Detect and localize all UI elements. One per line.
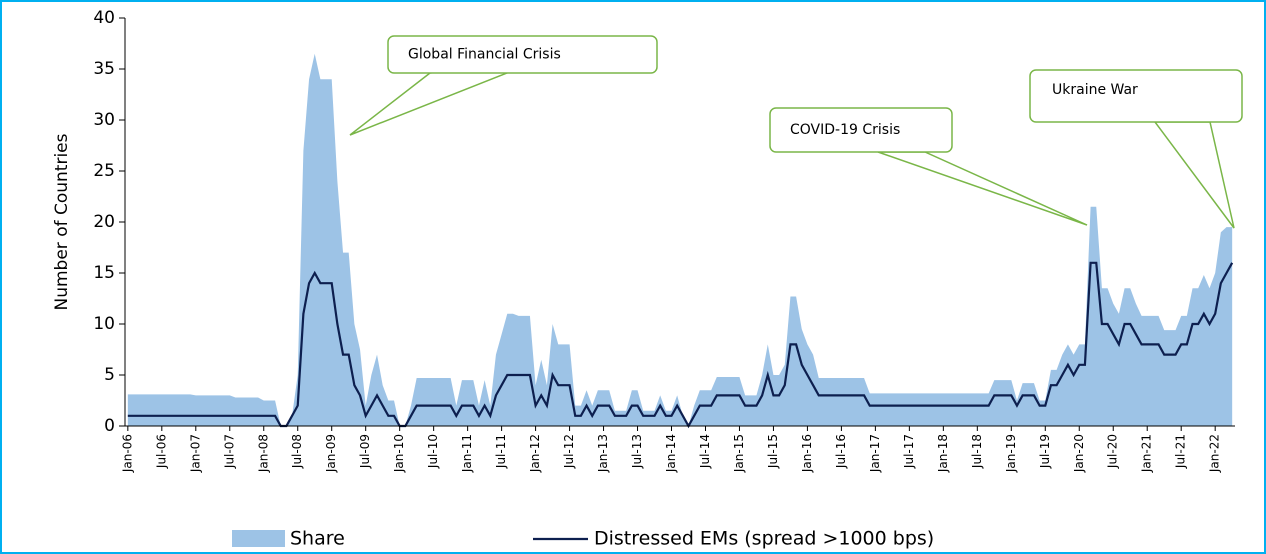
legend-swatch [232, 530, 285, 547]
x-tick-label: Jul-21 [1174, 434, 1188, 469]
x-tick-label: Jan-17 [868, 434, 882, 473]
callout-text: Global Financial Crisis [408, 47, 561, 63]
x-tick-label: Jan-18 [936, 434, 950, 473]
x-tick-label: Jul-18 [970, 434, 984, 469]
y-tick-label: 35 [93, 59, 115, 79]
x-tick-label: Jan-19 [1004, 434, 1018, 473]
x-tick-label: Jan-07 [188, 434, 202, 473]
x-tick-label: Jan-09 [324, 434, 338, 473]
x-tick-label: Jan-15 [732, 434, 746, 473]
x-tick-label: Jul-10 [426, 434, 440, 469]
x-tick-label: Jul-16 [834, 434, 848, 469]
y-tick-label: 5 [104, 365, 115, 385]
x-tick-label: Jan-22 [1208, 434, 1222, 473]
legend-label: Share [290, 528, 345, 550]
y-tick-label: 15 [93, 263, 115, 283]
distressed-line [127, 261, 1234, 429]
x-tick-label: Jul-12 [562, 434, 576, 469]
y-tick-label: 10 [93, 314, 115, 334]
callout-box [387, 35, 658, 74]
y-axis-label: Number of Countries [52, 133, 72, 310]
x-tick-label: Jan-11 [460, 434, 474, 473]
callout-box [1029, 69, 1243, 123]
x-tick-label: Jul-14 [698, 434, 712, 469]
x-tick-label: Jul-19 [1038, 434, 1052, 469]
y-tick-label: 20 [93, 212, 115, 232]
y-tick-label: 25 [93, 161, 115, 181]
x-tick-label: Jan-14 [664, 434, 678, 473]
x-tick-label: Jan-21 [1140, 434, 1154, 473]
x-tick-label: Jan-13 [596, 434, 610, 473]
x-tick-label: Jan-20 [1072, 434, 1086, 473]
y-tick-label: 40 [93, 8, 115, 28]
x-tick-label: Jul-06 [154, 434, 168, 469]
y-tick-label: 30 [93, 110, 115, 130]
x-tick-label: Jul-13 [630, 434, 644, 469]
x-tick-label: Jan-06 [120, 434, 134, 473]
x-tick-label: Jul-20 [1106, 434, 1120, 469]
x-tick-label: Jan-08 [256, 434, 270, 473]
x-tick-label: Jul-17 [902, 434, 916, 469]
share-area [127, 53, 1233, 426]
callout-box [769, 107, 953, 153]
x-tick-label: Jul-08 [290, 434, 304, 469]
x-tick-label: Jan-12 [528, 434, 542, 473]
x-tick-label: Jul-09 [358, 434, 372, 469]
x-tick-label: Jan-10 [392, 434, 406, 473]
x-tick-label: Jul-11 [494, 434, 508, 469]
y-tick-label: 0 [104, 416, 115, 436]
x-tick-label: Jul-15 [766, 434, 780, 469]
x-tick-label: Jan-16 [800, 434, 814, 473]
x-tick-label: Jul-07 [222, 434, 236, 469]
legend-label: Distressed EMs (spread >1000 bps) [594, 528, 934, 550]
callout-text: COVID-19 Crisis [790, 122, 900, 138]
callout-text: Ukraine War [1052, 82, 1138, 98]
